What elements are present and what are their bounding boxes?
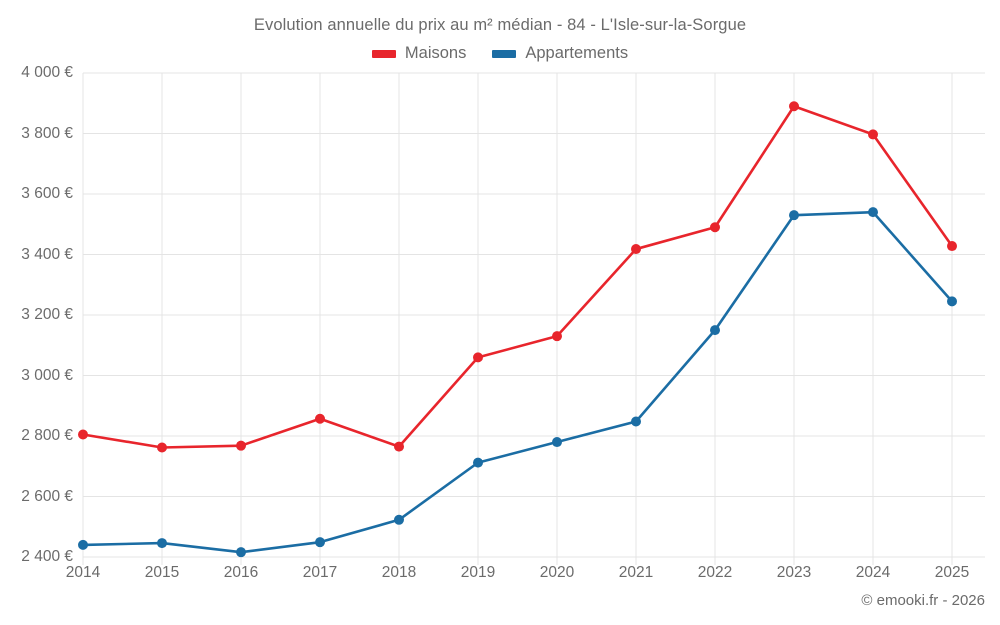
chart-title: Evolution annuelle du prix au m² médian … <box>253 16 747 34</box>
plot-svg <box>78 72 985 565</box>
data-point[interactable] <box>236 547 246 558</box>
y-axis-tick-label: 3 800 € <box>21 124 73 142</box>
plot-area <box>78 72 985 565</box>
data-point[interactable] <box>157 538 167 549</box>
data-point[interactable] <box>315 537 325 548</box>
credit-text: © emooki.fr - 2026 <box>861 592 985 609</box>
data-point[interactable] <box>78 429 88 440</box>
data-point[interactable] <box>78 539 88 550</box>
data-point[interactable] <box>631 244 641 255</box>
y-axis-tick-label: 3 400 € <box>21 245 73 263</box>
data-point[interactable] <box>315 413 325 424</box>
y-axis-tick-label: 2 400 € <box>21 548 73 565</box>
y-axis-tick-label: 3 600 € <box>21 185 73 202</box>
data-point[interactable] <box>552 331 562 342</box>
vertical-gridlines <box>82 73 953 565</box>
y-axis-tick-label: 3 200 € <box>21 306 73 323</box>
data-point[interactable] <box>947 241 957 252</box>
horizontal-gridlines <box>83 72 985 558</box>
data-point[interactable] <box>473 352 483 363</box>
y-axis-tick-label: 3 000 € <box>21 366 73 384</box>
data-point[interactable] <box>473 457 483 468</box>
x-axis-tick-label: 2021 <box>618 564 654 581</box>
data-point[interactable] <box>868 129 878 140</box>
x-axis-tick-label: 2023 <box>776 564 812 581</box>
x-axis-tick-label: 2025 <box>934 564 970 581</box>
data-point[interactable] <box>710 222 720 233</box>
data-point[interactable] <box>394 441 404 452</box>
x-axis-tick-label: 2018 <box>381 564 417 581</box>
data-point[interactable] <box>631 416 641 427</box>
x-axis-tick-label: 2020 <box>539 564 575 581</box>
data-point[interactable] <box>157 442 167 453</box>
x-axis-tick-label: 2022 <box>697 564 733 581</box>
data-point[interactable] <box>947 296 957 307</box>
legend-label-maisons: Maisons <box>404 44 467 62</box>
data-point[interactable] <box>552 437 562 448</box>
data-point[interactable] <box>710 325 720 336</box>
y-axis-tick-label: 2 600 € <box>21 487 73 505</box>
legend-swatch-maisons <box>371 49 396 58</box>
x-axis-tick-label: 2016 <box>223 564 259 581</box>
y-axis-tick-label: 2 800 € <box>21 427 73 444</box>
series-markers <box>78 101 957 558</box>
x-axis-tick-label: 2024 <box>855 564 891 581</box>
legend-label-appartements: Appartements <box>525 44 629 62</box>
legend-swatch-appartements <box>492 49 517 58</box>
series-line-maisons <box>81 104 954 449</box>
x-axis-tick-label: 2017 <box>302 564 338 581</box>
legend-item-maisons[interactable]: Maisons <box>371 44 467 63</box>
legend-item-appartements[interactable]: Appartements <box>492 44 628 63</box>
series-lines <box>81 104 954 554</box>
y-axis-tick-label: 4 000 € <box>21 64 73 81</box>
data-point[interactable] <box>789 210 799 221</box>
chart-legend: Maisons Appartements <box>0 44 1000 63</box>
data-point[interactable] <box>236 440 246 451</box>
data-point[interactable] <box>868 207 878 218</box>
x-axis-tick-label: 2019 <box>460 564 496 581</box>
x-axis-tick-label: 2014 <box>65 564 101 581</box>
data-point[interactable] <box>394 514 404 525</box>
data-point[interactable] <box>789 101 799 112</box>
series-line-appartements <box>81 210 954 554</box>
x-axis-tick-label: 2015 <box>144 564 180 581</box>
